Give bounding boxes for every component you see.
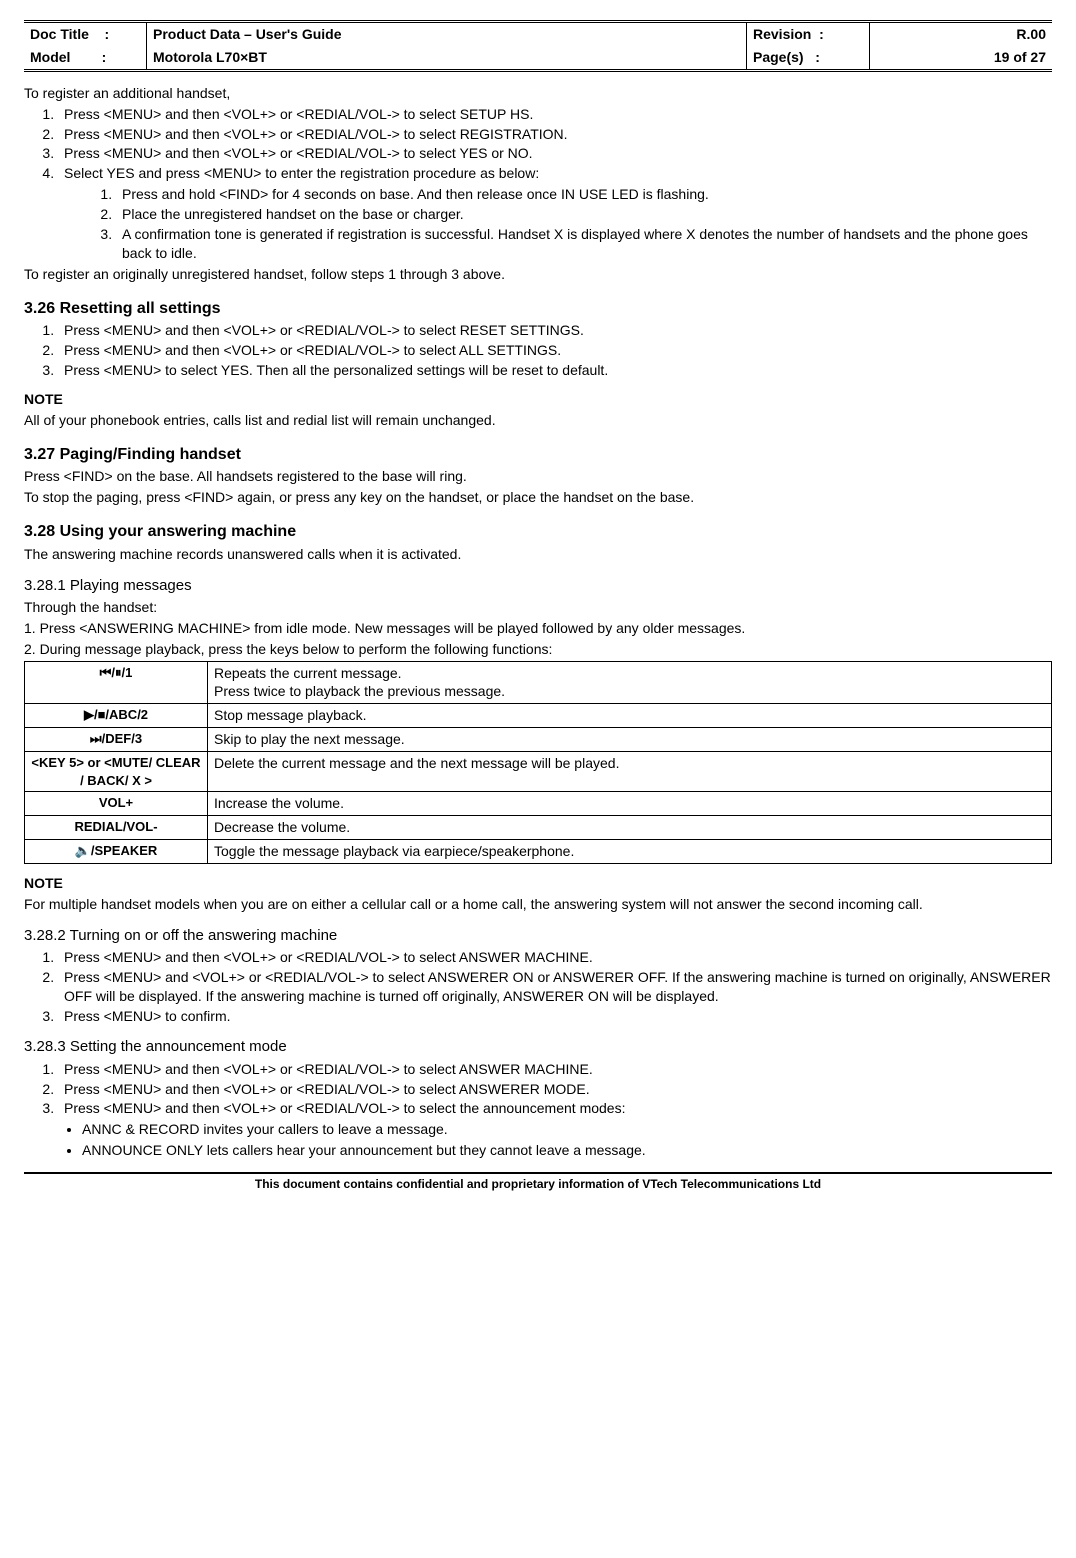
section-327-title: 3.27 Paging/Finding handset	[24, 444, 1052, 466]
doc-title-label: Doc Title :	[24, 22, 147, 46]
register-substeps: Press and hold <FIND> for 4 seconds on b…	[88, 185, 1052, 263]
list-item: Press <MENU> and then <VOL+> or <REDIAL/…	[58, 105, 1052, 124]
list-item: ANNOUNCE ONLY lets callers hear your ann…	[82, 1141, 1052, 1160]
list-item: Press <MENU> and then <VOL+> or <REDIAL/…	[58, 1060, 1052, 1079]
pages-value: 19 of 27	[870, 46, 1053, 70]
key-cell: ▶/■/ABC/2	[25, 704, 208, 728]
list-item: Press <MENU> and then <VOL+> or <REDIAL/…	[58, 948, 1052, 967]
note-label: NOTE	[24, 874, 1052, 893]
list-item: Press <MENU> and <VOL+> or <REDIAL/VOL->…	[58, 968, 1052, 1006]
key-cell: 🔈/SPEAKER	[25, 839, 208, 863]
desc-cell: Repeats the current message. Press twice…	[208, 661, 1052, 704]
document-header-table: Doc Title : Product Data – User's Guide …	[24, 20, 1052, 72]
desc-cell: Delete the current message and the next …	[208, 752, 1052, 792]
list-item: Press <MENU> and then <VOL+> or <REDIAL/…	[58, 321, 1052, 340]
list-item: Press <MENU> and then <VOL+> or <REDIAL/…	[58, 341, 1052, 360]
list-item: Press <MENU> and then <VOL+> or <REDIAL/…	[58, 1080, 1052, 1099]
list-item: Press <MENU> to select YES. Then all the…	[58, 361, 1052, 380]
note-label: NOTE	[24, 390, 1052, 409]
section-327-p2: To stop the paging, press <FIND> again, …	[24, 488, 1052, 507]
table-row: VOL+ Increase the volume.	[25, 792, 1052, 816]
key-functions-table: ⏮/⏸/1 Repeats the current message. Press…	[24, 661, 1052, 864]
table-row: 🔈/SPEAKER Toggle the message playback vi…	[25, 839, 1052, 863]
section-3281-p2: 1. Press <ANSWERING MACHINE> from idle m…	[24, 619, 1052, 638]
table-row: <KEY 5> or <MUTE/ CLEAR / BACK/ X > Dele…	[25, 752, 1052, 792]
list-item: Press <MENU> to confirm.	[58, 1007, 1052, 1026]
model-value: Motorola L70×BT	[147, 46, 747, 70]
table-row: REDIAL/VOL- Decrease the volume.	[25, 816, 1052, 840]
section-3281-p1: Through the handset:	[24, 598, 1052, 617]
table-row: ⏭/DEF/3 Skip to play the next message.	[25, 728, 1052, 752]
table-row: ⏮/⏸/1 Repeats the current message. Press…	[25, 661, 1052, 704]
register-end: To register an originally unregistered h…	[24, 265, 1052, 284]
list-item: Place the unregistered handset on the ba…	[116, 205, 1052, 224]
revision-label: Revision :	[747, 22, 870, 46]
list-item: Press <MENU> and then <VOL+> or <REDIAL/…	[58, 144, 1052, 163]
doc-title-value: Product Data – User's Guide	[147, 22, 747, 46]
list-item: A confirmation tone is generated if regi…	[116, 225, 1052, 263]
section-3283-title: 3.28.3 Setting the announcement mode	[24, 1037, 1052, 1057]
list-item: Press <MENU> and then <VOL+> or <REDIAL/…	[58, 1099, 1052, 1118]
note-text: All of your phonebook entries, calls lis…	[24, 411, 1052, 430]
register-steps: Press <MENU> and then <VOL+> or <REDIAL/…	[24, 105, 1052, 263]
key-cell: ⏭/DEF/3	[25, 728, 208, 752]
section-3283-steps: Press <MENU> and then <VOL+> or <REDIAL/…	[24, 1060, 1052, 1119]
key-cell: <KEY 5> or <MUTE/ CLEAR / BACK/ X >	[25, 752, 208, 792]
section-3282-title: 3.28.2 Turning on or off the answering m…	[24, 926, 1052, 946]
section-3281-title: 3.28.1 Playing messages	[24, 576, 1052, 596]
list-item: Press <MENU> and then <VOL+> or <REDIAL/…	[58, 125, 1052, 144]
revision-value: R.00	[870, 22, 1053, 46]
section-3281-p3: 2. During message playback, press the ke…	[24, 640, 1052, 659]
section-328-title: 3.28 Using your answering machine	[24, 521, 1052, 543]
section-326-steps: Press <MENU> and then <VOL+> or <REDIAL/…	[24, 321, 1052, 380]
section-3283-bullets: ANNC & RECORD invites your callers to le…	[64, 1120, 1052, 1160]
list-item: Press and hold <FIND> for 4 seconds on b…	[116, 185, 1052, 204]
list-item: Select YES and press <MENU> to enter the…	[58, 164, 1052, 262]
model-label: Model :	[24, 46, 147, 70]
desc-cell: Increase the volume.	[208, 792, 1052, 816]
desc-cell: Toggle the message playback via earpiece…	[208, 839, 1052, 863]
desc-cell: Decrease the volume.	[208, 816, 1052, 840]
key-cell: VOL+	[25, 792, 208, 816]
list-item: ANNC & RECORD invites your callers to le…	[82, 1120, 1052, 1139]
table-row: ▶/■/ABC/2 Stop message playback.	[25, 704, 1052, 728]
key-cell: ⏮/⏸/1	[25, 661, 208, 704]
section-328-p1: The answering machine records unanswered…	[24, 545, 1052, 564]
register-intro: To register an additional handset,	[24, 84, 1052, 103]
desc-cell: Skip to play the next message.	[208, 728, 1052, 752]
section-327-p1: Press <FIND> on the base. All handsets r…	[24, 467, 1052, 486]
pages-label: Page(s) :	[747, 46, 870, 70]
desc-cell: Stop message playback.	[208, 704, 1052, 728]
note-text: For multiple handset models when you are…	[24, 895, 1052, 914]
key-cell: REDIAL/VOL-	[25, 816, 208, 840]
section-326-title: 3.26 Resetting all settings	[24, 298, 1052, 320]
footer-text: This document contains confidential and …	[24, 1172, 1052, 1192]
section-3282-steps: Press <MENU> and then <VOL+> or <REDIAL/…	[24, 948, 1052, 1026]
